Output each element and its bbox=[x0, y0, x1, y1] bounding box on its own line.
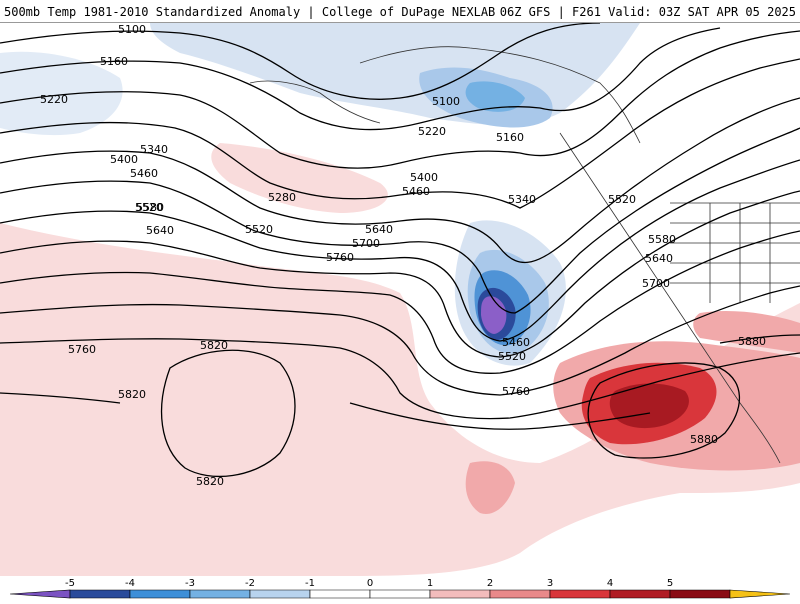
contour-labels: 5100 5160 5220 5100 5220 5160 5340 5400 … bbox=[40, 23, 766, 488]
contour-label: 5700 bbox=[642, 277, 670, 290]
cold-trough-extreme bbox=[481, 296, 507, 334]
map-title: 500mb Temp 1981-2010 Standardized Anomal… bbox=[4, 5, 496, 19]
warm-anomaly-east bbox=[693, 311, 800, 353]
contour-label: 5820 bbox=[196, 475, 224, 488]
cold-anomaly-west bbox=[0, 51, 123, 136]
contour-5820-closed bbox=[160, 349, 296, 478]
contour-label: 5400 bbox=[110, 153, 138, 166]
contour-label: 5220 bbox=[418, 125, 446, 138]
contour-label: 5340 bbox=[508, 193, 536, 206]
contour-label: 5460 bbox=[402, 185, 430, 198]
legend-swatch bbox=[129, 589, 191, 599]
legend-tick-label: -5 bbox=[65, 578, 75, 589]
contour-label: 5580 bbox=[648, 233, 676, 246]
contour-label: 5520 bbox=[245, 223, 273, 236]
contour-label: 5100 bbox=[432, 95, 460, 108]
legend-swatch bbox=[669, 589, 731, 599]
legend-swatch bbox=[369, 589, 431, 599]
legend-tick-label: 1 bbox=[427, 578, 433, 589]
contour-label: 5460 bbox=[502, 336, 530, 349]
legend-ticks: -5 -4 -3 -2 -1 0 1 2 3 4 5 bbox=[65, 578, 673, 589]
legend-swatch bbox=[69, 589, 131, 599]
model-run-info: 06Z GFS | F261 Valid: 03Z SAT APR 05 202… bbox=[499, 5, 796, 19]
legend-swatch bbox=[429, 589, 491, 599]
legend-tick-label: -3 bbox=[185, 578, 195, 589]
contour-5880-closed bbox=[587, 362, 741, 459]
height-contours bbox=[0, 23, 800, 478]
legend-swatch bbox=[309, 589, 371, 599]
legend-tick-label: 4 bbox=[607, 578, 613, 589]
legend-swatch bbox=[549, 589, 611, 599]
legend-tick-label: 2 bbox=[487, 578, 493, 589]
warm-anomaly-band bbox=[0, 223, 800, 576]
contour-label: 5160 bbox=[100, 55, 128, 68]
legend-tick-label: -1 bbox=[305, 578, 315, 589]
contour-label: 5820 bbox=[200, 339, 228, 352]
legend-bar bbox=[9, 589, 791, 599]
legend-tick-label: -4 bbox=[125, 578, 135, 589]
contour-label: 5580 bbox=[136, 201, 164, 214]
contour-label: 5880 bbox=[690, 433, 718, 446]
legend-swatch bbox=[489, 589, 551, 599]
legend-tick-label: 0 bbox=[367, 578, 373, 589]
contour-label: 5100 bbox=[118, 23, 146, 36]
contour-label: 5640 bbox=[645, 252, 673, 265]
contour-label: 5340 bbox=[140, 143, 168, 156]
warm-anomaly-south-stripe bbox=[465, 461, 515, 514]
contour-label: 5880 bbox=[738, 335, 766, 348]
contour-label: 5160 bbox=[496, 131, 524, 144]
contour-label: 5520 bbox=[608, 193, 636, 206]
contour-label: 5820 bbox=[118, 388, 146, 401]
contour-label: 5700 bbox=[352, 237, 380, 250]
legend-tick-label: 3 bbox=[547, 578, 553, 589]
legend-swatch bbox=[609, 589, 671, 599]
contour-label: 5520 bbox=[135, 201, 163, 214]
contour-label: 5760 bbox=[502, 385, 530, 398]
map-svg: 5100 5160 5220 5100 5220 5160 5340 5400 … bbox=[0, 23, 800, 576]
anomaly-map: 5100 5160 5220 5100 5220 5160 5340 5400 … bbox=[0, 23, 800, 576]
warm-anomaly-north-pacific bbox=[211, 143, 388, 213]
legend-svg: -5 -4 -3 -2 -1 0 1 2 3 4 5 bbox=[9, 578, 791, 599]
color-scale-legend: -5 -4 -3 -2 -1 0 1 2 3 4 5 bbox=[0, 576, 800, 600]
cold-anomaly-alaska-core bbox=[465, 81, 525, 112]
coastlines bbox=[249, 46, 800, 464]
contour-label: 5640 bbox=[146, 224, 174, 237]
legend-swatch bbox=[189, 589, 251, 599]
legend-swatch bbox=[249, 589, 311, 599]
contour-label: 5760 bbox=[68, 343, 96, 356]
contour-label: 5400 bbox=[410, 171, 438, 184]
contour-label: 5220 bbox=[40, 93, 68, 106]
contour-label: 5640 bbox=[365, 223, 393, 236]
legend-swatch bbox=[9, 589, 71, 599]
contour-label: 5280 bbox=[268, 191, 296, 204]
header-bar: 500mb Temp 1981-2010 Standardized Anomal… bbox=[0, 0, 800, 23]
legend-tick-label: -2 bbox=[245, 578, 255, 589]
legend-swatch bbox=[729, 589, 791, 599]
legend-tick-label: 5 bbox=[667, 578, 673, 589]
contour-label: 5760 bbox=[326, 251, 354, 264]
contour-label: 5460 bbox=[130, 167, 158, 180]
contour-label: 5520 bbox=[498, 350, 526, 363]
